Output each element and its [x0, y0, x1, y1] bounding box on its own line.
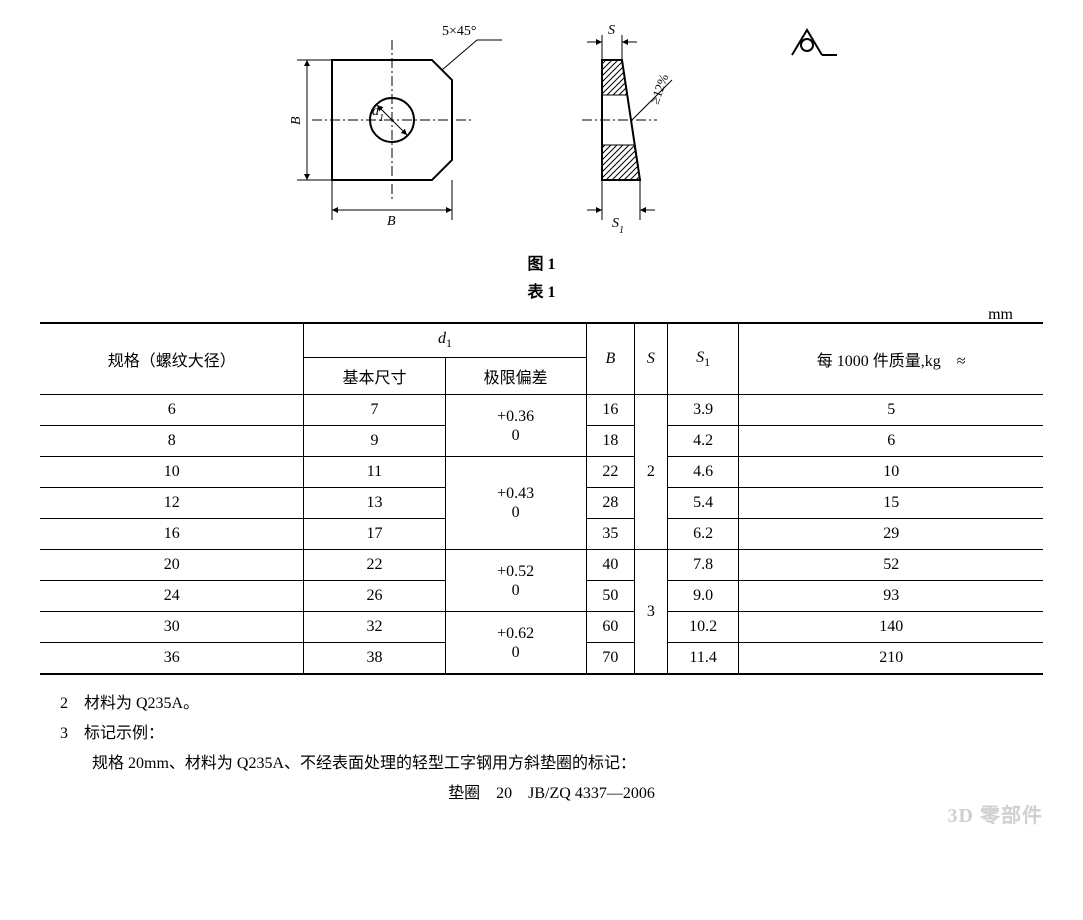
header-B: B [586, 323, 634, 395]
tolerance-cell: +0.430 [445, 457, 586, 550]
d1-label: d1 [372, 104, 384, 124]
note-3: 3 标记示例： [60, 719, 1043, 743]
header-spec: 规格（螺纹大径） [40, 323, 304, 395]
figure-caption: 图 1 [40, 250, 1043, 274]
header-mass: 每 1000 件质量,kg ≈ [739, 323, 1043, 395]
table-row: 30 32 +0.620 60 10.2 140 [40, 612, 1043, 643]
header-d1-tol: 极限偏差 [445, 358, 586, 395]
s-label: S [608, 23, 615, 38]
figure-area: 5×45° d1 B B [40, 20, 1043, 240]
table-caption: 表 1 [40, 278, 1043, 302]
table-row: 10 11 +0.430 22 4.6 10 [40, 457, 1043, 488]
tolerance-cell: +0.520 [445, 550, 586, 612]
b-label-bottom: B [387, 214, 396, 229]
note-3-detail: 规格 20mm、材料为 Q235A、不经表面处理的轻型工字钢用方斜垫圈的标记： [60, 749, 1043, 773]
s-group-1: 2 [635, 395, 668, 550]
header-S1: S1 [667, 323, 739, 395]
spec-table: 规格（螺纹大径） d1 B S S1 每 1000 件质量,kg ≈ 基本尺寸 … [40, 322, 1043, 675]
tolerance-cell: +0.360 [445, 395, 586, 457]
surface-finish-symbol [782, 20, 842, 70]
front-view-drawing: 5×45° d1 B B [242, 20, 502, 240]
chamfer-label: 5×45° [442, 24, 477, 39]
s-group-2: 3 [635, 550, 668, 675]
side-view-drawing: S S1 ≥12% [562, 20, 722, 240]
table-row: 20 22 +0.520 40 3 7.8 52 [40, 550, 1043, 581]
notes: 2 材料为 Q235A。 3 标记示例： 规格 20mm、材料为 Q235A、不… [40, 689, 1043, 803]
tolerance-cell: +0.620 [445, 612, 586, 675]
s1-label: S1 [612, 216, 624, 236]
note-2: 2 材料为 Q235A。 [60, 689, 1043, 713]
header-d1: d1 [304, 323, 586, 358]
watermark: 3D 零部件 [40, 799, 1043, 828]
header-d1-basic: 基本尺寸 [304, 358, 445, 395]
b-label-left: B [289, 116, 304, 125]
slope-label: ≥12% [646, 72, 671, 106]
header-S: S [635, 323, 668, 395]
table-row: 6 7 +0.360 16 2 3.9 5 [40, 395, 1043, 426]
